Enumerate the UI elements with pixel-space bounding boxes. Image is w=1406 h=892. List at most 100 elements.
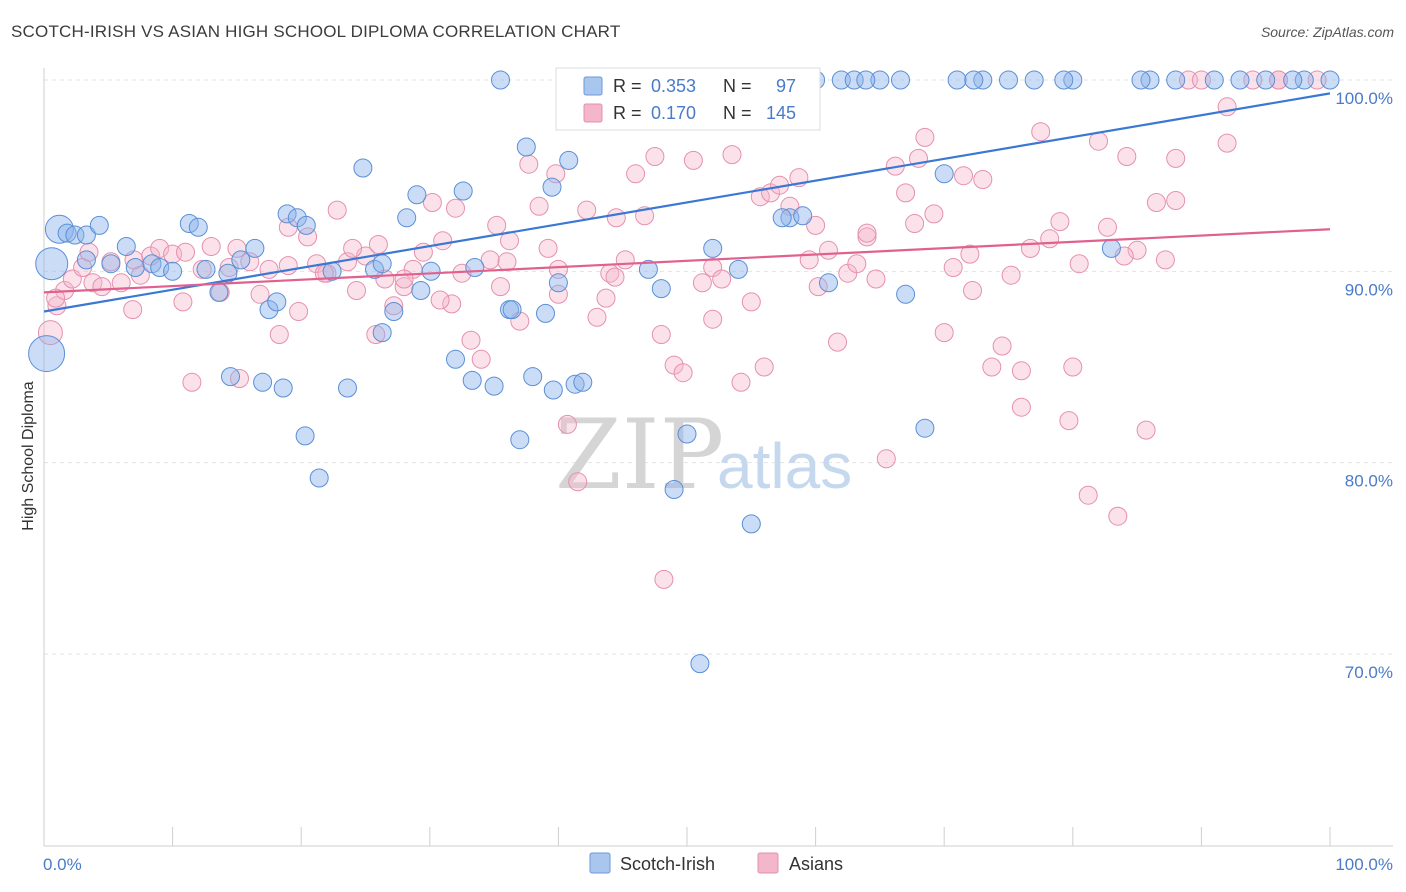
asians-point-97	[973, 170, 993, 189]
scotch-irish-point-37	[484, 376, 504, 396]
scotch-irish-point-88	[273, 378, 293, 398]
scotch-irish-point-32	[411, 281, 431, 300]
legend-n-label-1: N =	[723, 76, 752, 96]
scotch-irish-point-28	[365, 259, 384, 279]
asians-point-131	[446, 198, 465, 218]
y-tick-label-3: 70.0%	[1345, 663, 1393, 682]
asians-point-26	[289, 302, 309, 321]
asians-point-64	[654, 569, 674, 589]
trend-lines	[43, 92, 1331, 313]
legend-r-label-1: R =	[613, 76, 642, 96]
scotch-irish-point-80	[1166, 70, 1186, 90]
scotch-irish-point-105	[1131, 70, 1151, 90]
asians-point-100	[1001, 265, 1021, 285]
scotch-irish-point-27	[353, 158, 373, 178]
asians-point-152	[487, 215, 507, 235]
scotch-irish-point-31	[397, 208, 417, 228]
asians-point-109	[1089, 131, 1108, 151]
asians-point-129	[343, 238, 363, 258]
asians-point-119	[1191, 70, 1211, 90]
scotch-irish-point-21	[259, 300, 279, 320]
watermark-zip: ZIP	[555, 399, 724, 511]
asians-point-105	[1050, 212, 1070, 232]
asians-point-143	[1063, 357, 1083, 377]
scotch-irish-point-17	[209, 282, 229, 302]
asians-point-34	[366, 325, 386, 344]
asians-point-101	[1011, 397, 1031, 417]
scotch-irish-point-7	[116, 237, 136, 256]
scotch-irish-point-70	[896, 284, 916, 304]
scotch-irish-point-44	[542, 177, 562, 197]
scotch-irish-point-19	[231, 250, 251, 270]
asians-point-151	[430, 290, 450, 310]
asians-point-95	[954, 166, 973, 186]
asians-point-77	[780, 196, 800, 216]
asians-points	[37, 70, 1327, 589]
asians-point-138	[806, 215, 826, 235]
scotch-irish-point-48	[573, 372, 593, 392]
scotch-irish-point-87	[253, 372, 273, 392]
scotch-irish-point-45	[548, 273, 568, 293]
asians-point-114	[1136, 420, 1156, 440]
asians-point-12	[150, 238, 170, 258]
y-axis-label: High School Diploma	[20, 381, 37, 531]
scotch-irish-point-55	[677, 424, 697, 444]
scotch-irish-point-42	[523, 367, 543, 387]
scotch-irish-point-9	[101, 254, 121, 274]
scotch-irish-point-60	[741, 514, 761, 534]
asians-point-108	[1078, 485, 1098, 505]
asians-point-53	[548, 284, 568, 304]
asians-point-51	[529, 196, 549, 216]
scotch-irish-point-101	[856, 70, 876, 90]
scotch-irish-point-23	[277, 204, 297, 224]
scotch-irish-point-69	[870, 70, 890, 90]
scotch-irish-point-86	[221, 367, 240, 387]
scotch-irish-point-1	[57, 223, 77, 243]
asians-point-142	[1011, 361, 1031, 381]
asians-point-115	[1146, 193, 1166, 212]
asians-point-41	[433, 231, 453, 251]
scotch-irish-point-64	[793, 206, 813, 226]
legend-n-label-2: N =	[723, 103, 752, 123]
scotch-irish-point-34	[446, 349, 465, 369]
scotch-irish-point-67	[831, 70, 851, 90]
watermark: ZIP atlas	[555, 399, 852, 511]
bottom-legend-swatch-scotch-irish	[589, 852, 611, 874]
gridlines	[44, 79, 1393, 655]
scotch-irish-point-71	[915, 418, 935, 438]
asians-point-68	[692, 273, 712, 293]
scotch-irish-point-40	[510, 430, 530, 450]
asians-point-58	[596, 288, 616, 308]
scotch-irish-point-76	[1024, 70, 1044, 90]
asians-point-107	[1069, 254, 1089, 274]
asians-point-102	[1020, 238, 1040, 258]
asians-point-59	[606, 208, 626, 228]
scotch-irish-point-16	[196, 259, 216, 279]
scotch-irish-point-83	[1256, 70, 1276, 90]
legend-n-value-1: 97	[776, 76, 796, 96]
asians-point-17	[201, 237, 221, 256]
scotch-irish-point-92	[338, 378, 357, 398]
scotch-irish-point-81	[1204, 70, 1224, 90]
asians-point-22	[250, 284, 270, 304]
scotch-irish-point-10	[125, 258, 145, 277]
asians-point-136	[703, 309, 723, 329]
scotch-irish-point-43	[536, 303, 555, 323]
scotch-irish-point-46	[559, 150, 579, 170]
legend-swatch-asians	[583, 103, 603, 123]
asians-point-73	[741, 292, 761, 312]
y-tick-label-0: 100.0%	[1335, 89, 1393, 108]
asians-point-70	[712, 269, 732, 289]
asians-point-14	[173, 292, 193, 312]
scotch-irish-point-72	[934, 164, 954, 184]
y-tick-labels: 100.0% 90.0% 80.0% 70.0%	[1335, 89, 1393, 682]
asians-point-80	[808, 277, 828, 297]
scotch-irish-point-85	[1320, 70, 1340, 90]
scotch-irish-point-95	[502, 300, 522, 320]
scotch-irish-point-13	[163, 261, 183, 281]
asians-point-93	[934, 323, 954, 343]
scotch-irish-point-91	[372, 254, 392, 274]
scotch-irish-point-30	[384, 302, 404, 321]
asians-point-145	[1166, 191, 1186, 210]
